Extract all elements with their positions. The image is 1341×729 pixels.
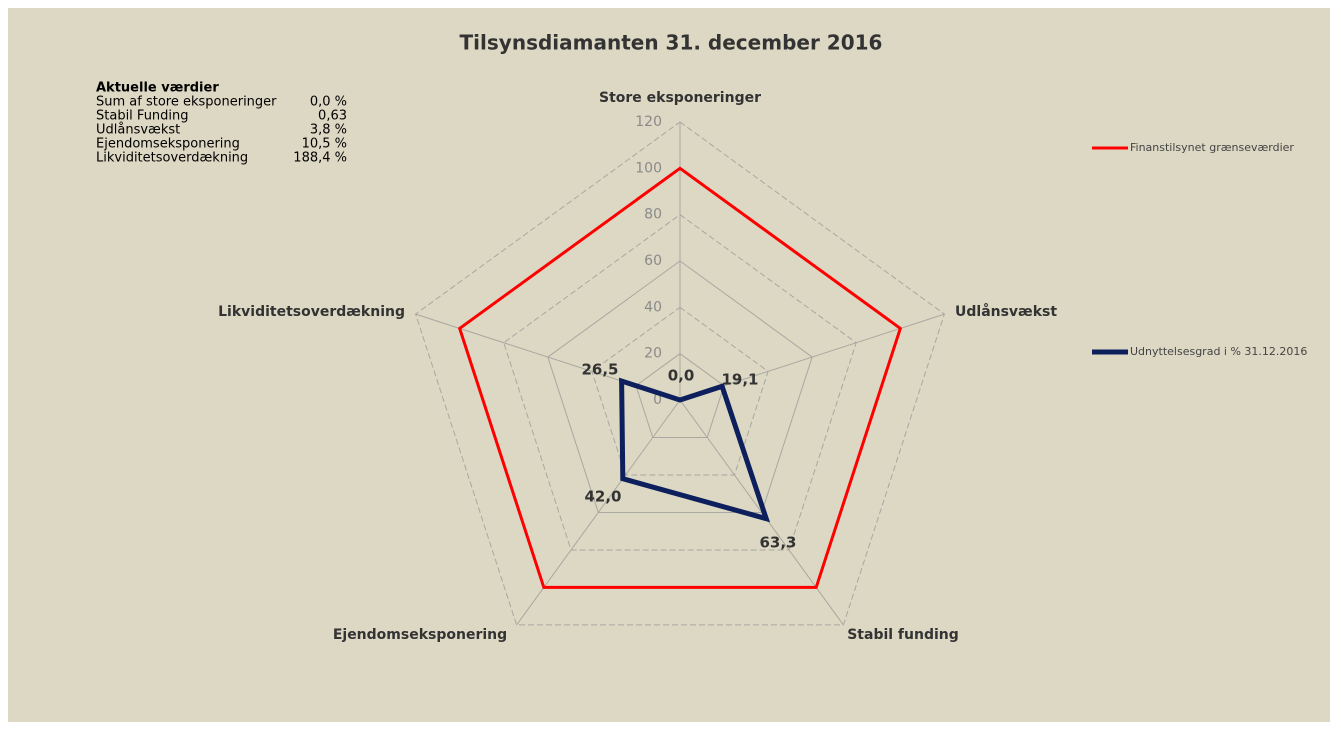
category-label: Udlånsvækst xyxy=(955,303,1057,320)
data-label: 63,3 xyxy=(759,534,796,552)
info-value: 0,0 % xyxy=(310,95,347,110)
info-title: Aktuelle værdier xyxy=(96,81,219,96)
data-label: 26,5 xyxy=(581,361,618,379)
category-label: Store eksponeringer xyxy=(599,90,761,106)
info-label: Likviditetsoverdækning xyxy=(96,151,248,166)
info-value: 3,8 % xyxy=(310,123,347,138)
grid-line xyxy=(415,121,945,626)
info-label: Ejendomseksponering xyxy=(96,137,240,152)
category-label: Likviditetsoverdækning xyxy=(218,304,405,320)
legend-label: Finanstilsynet grænseværdier xyxy=(1130,141,1294,154)
legend-label: Udnyttelsesgrad i % 31.12.2016 xyxy=(1130,345,1307,358)
y-tick-label: 20 xyxy=(644,346,662,362)
data-label: 0,0 xyxy=(668,367,695,385)
y-tick-label: 80 xyxy=(644,207,662,223)
grid-line xyxy=(547,260,813,513)
chart-background xyxy=(8,8,1330,722)
info-label: Stabil Funding xyxy=(96,109,189,124)
y-tick-label: 120 xyxy=(635,114,662,130)
info-value: 0,63 xyxy=(318,109,347,124)
category-label: Ejendomseksponering xyxy=(333,627,507,643)
data-label: 42,0 xyxy=(584,488,621,506)
grid-line xyxy=(503,214,857,551)
info-value: 188,4 % xyxy=(293,151,347,166)
y-tick-label: 0 xyxy=(653,392,662,408)
info-label: Sum af store eksponeringer xyxy=(96,95,277,110)
info-label: Udlånsvækst xyxy=(96,123,180,138)
series-line xyxy=(619,377,771,523)
grid-line xyxy=(591,306,769,476)
y-tick-label: 100 xyxy=(635,160,662,176)
y-tick-label: 60 xyxy=(644,253,662,269)
data-label: 19,1 xyxy=(721,371,758,389)
series-line xyxy=(457,166,903,589)
info-value: 10,5 % xyxy=(302,137,347,152)
category-label: Stabil funding xyxy=(847,627,959,643)
grid-line xyxy=(635,353,725,438)
chart-title: Tilsynsdiamanten 31. december 2016 xyxy=(460,31,883,55)
y-tick-label: 40 xyxy=(644,299,662,315)
